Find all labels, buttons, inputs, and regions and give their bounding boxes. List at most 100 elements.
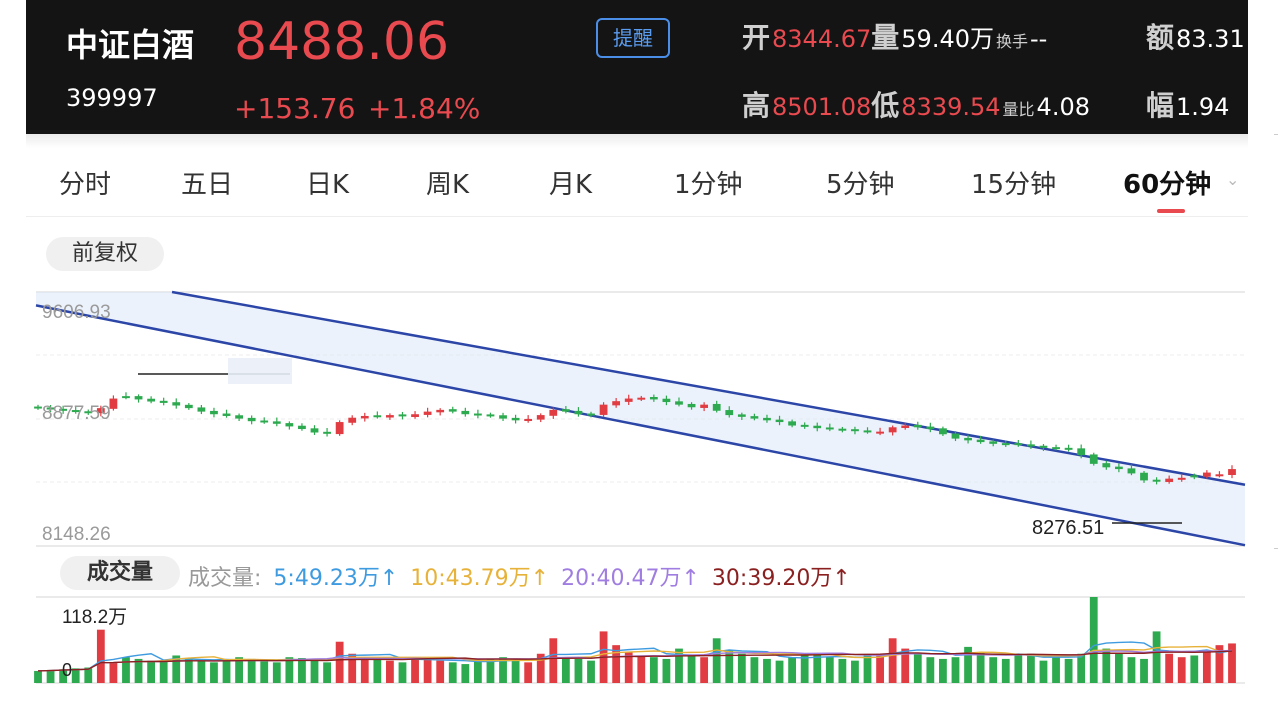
- candle-down: [649, 396, 658, 400]
- amount-value: 83.31: [1176, 25, 1245, 53]
- tab-weekly-k[interactable]: 周K: [426, 170, 470, 200]
- period-high-label-mask: [228, 358, 292, 384]
- candle-down: [813, 425, 822, 429]
- chevron-down-icon[interactable]: ⌄: [1226, 170, 1240, 189]
- candle-down: [926, 426, 935, 430]
- candle-up: [888, 427, 897, 433]
- channel-lower-line: [35, 304, 1246, 547]
- candle-down: [222, 413, 231, 416]
- volume-bar: [1102, 648, 1111, 683]
- candle-down: [285, 423, 294, 427]
- vol-ma30-line: [37, 650, 1233, 672]
- candle-down: [260, 420, 269, 423]
- volume-bar: [34, 670, 42, 683]
- volume-bar: [549, 638, 558, 683]
- volume-bar: [612, 645, 621, 683]
- tab-five-day[interactable]: 五日: [181, 170, 234, 200]
- candle-down: [1064, 447, 1073, 450]
- candle-down: [788, 421, 797, 426]
- candle-down: [499, 415, 507, 419]
- candle-down: [134, 396, 143, 400]
- volume-bar: [373, 658, 382, 683]
- period-tabs: 分时 五日 日K 周K 月K 1分钟 5分钟 15分钟 60分钟 ⌄: [26, 134, 1248, 217]
- volume-bar: [687, 655, 696, 683]
- candle-down: [750, 416, 759, 419]
- candle-down: [84, 411, 93, 414]
- volume-bar: [876, 653, 884, 683]
- candle-down: [951, 433, 960, 439]
- candle-down: [561, 409, 570, 412]
- candle-up: [96, 408, 105, 414]
- candle-up: [109, 398, 118, 409]
- candle-up: [524, 418, 533, 422]
- candle-down: [725, 410, 734, 416]
- volume-bar: [649, 657, 658, 683]
- vol-max-label: 118.2万: [62, 607, 127, 628]
- tab-60min[interactable]: 60分钟: [1123, 170, 1212, 200]
- volume-bar: [348, 653, 357, 683]
- volume-bar: [386, 660, 394, 683]
- candle-down: [310, 428, 319, 433]
- tab-intraday[interactable]: 分时: [59, 170, 112, 200]
- volume-indicator-button[interactable]: 成交量: [60, 556, 180, 590]
- volume-bar: [662, 658, 671, 683]
- volume-bar: [1152, 631, 1161, 683]
- volume-bar: [901, 648, 910, 683]
- volume-bar: [147, 660, 156, 683]
- tab-15min[interactable]: 15分钟: [971, 170, 1057, 200]
- quote-header: 中证白酒 399997 8488.06 +153.76 +1.84% 提醒 开 …: [26, 0, 1248, 134]
- volume-bar: [235, 657, 243, 683]
- candle-down: [235, 415, 243, 419]
- candle-down: [247, 417, 256, 422]
- candle-down: [1001, 443, 1010, 446]
- volume-bar: [1089, 597, 1098, 683]
- volume-bar: [1202, 652, 1211, 683]
- tab-monthly-k[interactable]: 月K: [549, 170, 593, 200]
- candle-up: [335, 422, 344, 435]
- candle-up: [637, 397, 646, 400]
- candle-down: [197, 407, 206, 412]
- volume-bar: [675, 648, 683, 683]
- candle-up: [549, 409, 558, 416]
- volume-bar: [951, 657, 960, 683]
- candle-down: [210, 410, 218, 415]
- channel-upper-line: [171, 290, 1246, 486]
- price-change: +153.76: [234, 92, 356, 125]
- volume-bar: [323, 662, 331, 683]
- volume-bar: [1215, 645, 1224, 683]
- candle-up: [599, 404, 608, 415]
- volume-bar: [335, 641, 344, 683]
- index-name: 中证白酒: [66, 26, 195, 64]
- low-value: 8339.54: [901, 93, 1001, 121]
- volume-bar: [976, 652, 985, 683]
- candle-down: [687, 403, 696, 408]
- volume-bar: [964, 646, 972, 683]
- candle-down: [473, 413, 482, 416]
- volume-bar: [84, 667, 93, 683]
- volume-bar: [96, 629, 105, 683]
- candle-down: [448, 409, 457, 412]
- volume-bar: [159, 661, 168, 683]
- candle-up: [612, 401, 621, 406]
- volume-bar: [398, 662, 407, 683]
- price-axis-top-label: 9606.93: [42, 302, 111, 323]
- volume-bar: [247, 658, 256, 683]
- last-price: 8488.06: [234, 12, 450, 72]
- candle-up: [348, 417, 357, 423]
- volume-legend-head: 成交量:: [188, 566, 262, 591]
- volume-bar: [1077, 653, 1086, 683]
- volume-label: 量: [871, 21, 900, 54]
- price-change-pct: +1.84%: [368, 92, 481, 125]
- edge-mark: [1274, 134, 1278, 135]
- volume-bar: [486, 658, 495, 683]
- price-adjust-button[interactable]: 前复权: [46, 237, 164, 271]
- volume-bar: [210, 662, 218, 683]
- candle-down: [1052, 447, 1060, 450]
- volume-bar: [197, 660, 206, 683]
- tab-1min[interactable]: 1分钟: [674, 170, 743, 200]
- volume-bar: [1027, 653, 1035, 683]
- tab-5min[interactable]: 5分钟: [826, 170, 895, 200]
- tab-daily-k[interactable]: 日K: [306, 170, 350, 200]
- alert-button[interactable]: 提醒: [596, 18, 670, 58]
